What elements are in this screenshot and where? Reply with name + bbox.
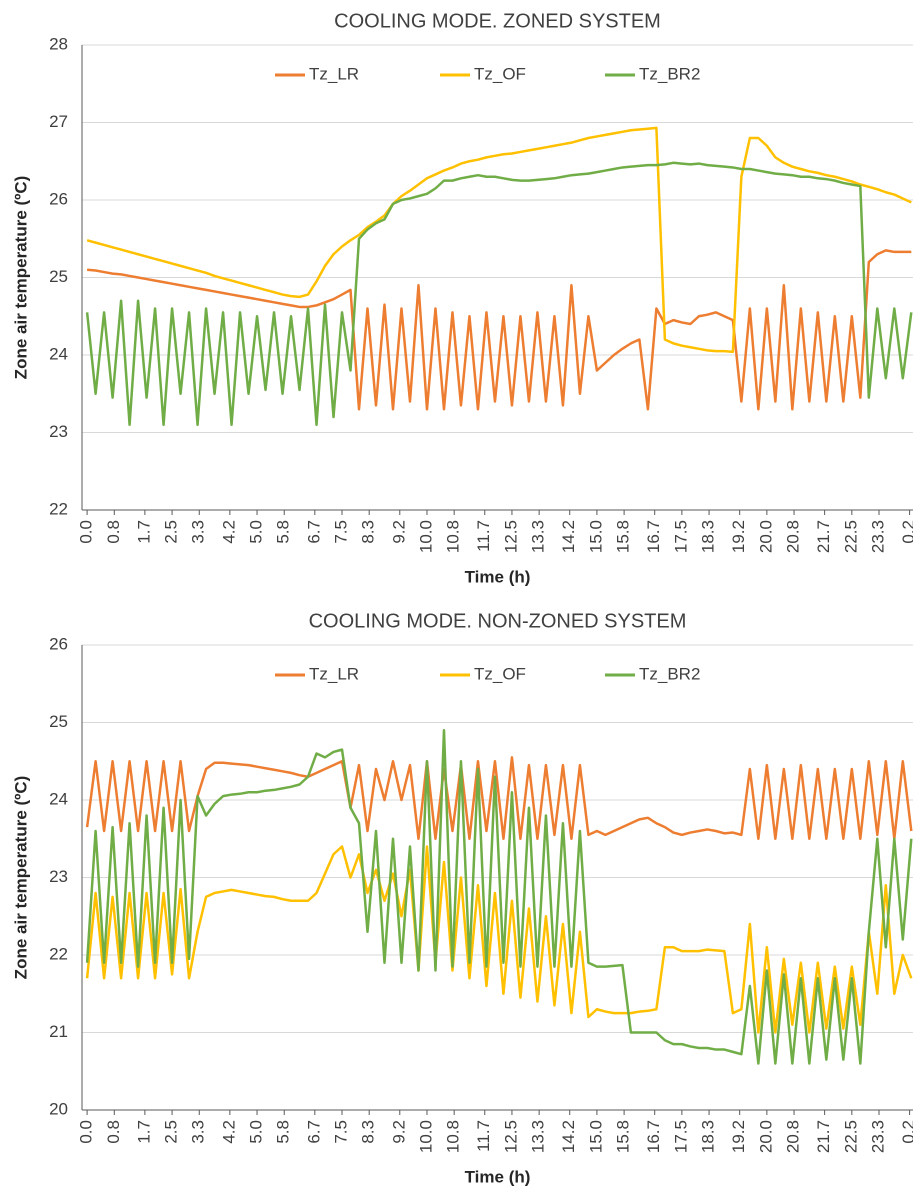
x-tick-label: 2.5: [162, 520, 181, 544]
x-tick-label: 19.2: [729, 1120, 748, 1153]
x-axis-title: Time (h): [465, 567, 531, 586]
x-tick-label: 15.0: [586, 520, 605, 553]
x-tick-label: 23.3: [868, 520, 887, 553]
y-tick-label: 23: [49, 867, 68, 886]
y-axis-title: Zone air temperature (ºC): [11, 776, 30, 980]
y-tick-label: 22: [49, 499, 68, 518]
x-tick-label: 16.7: [644, 1120, 663, 1153]
x-tick-label: 10.8: [444, 520, 463, 553]
legend-label: Tz_BR2: [639, 64, 700, 83]
x-tick-label: 12.5: [501, 520, 520, 553]
x-tick-label: 20.8: [784, 520, 803, 553]
y-tick-label: 23: [49, 422, 68, 441]
x-tick-label: 5.8: [274, 520, 293, 544]
y-tick-label: 20: [49, 1099, 68, 1118]
y-tick-label: 25: [49, 712, 68, 731]
x-tick-label: 18.3: [699, 520, 718, 553]
x-tick-label: 3.3: [189, 520, 208, 544]
x-tick-label: 0.8: [104, 520, 123, 544]
x-tick-label: 10.8: [444, 1120, 463, 1153]
y-tick-label: 27: [49, 112, 68, 131]
x-tick-label: 5.0: [247, 520, 266, 544]
x-tick-label: 13.3: [529, 520, 548, 553]
x-tick-label: 0.2: [899, 1120, 913, 1144]
x-tick-label: 13.3: [529, 1120, 548, 1153]
y-tick-label: 25: [49, 267, 68, 286]
legend-label: Tz_BR2: [639, 664, 700, 683]
x-tick-label: 4.2: [219, 520, 238, 544]
x-tick-label: 2.5: [162, 1120, 181, 1144]
x-tick-label: 14.2: [559, 1120, 578, 1153]
x-tick-label: 0.0: [77, 520, 96, 544]
series-line: [85, 161, 913, 426]
chart-title: COOLING MODE. ZONED SYSTEM: [334, 10, 661, 32]
series-line: [85, 756, 913, 840]
x-tick-label: 0.0: [77, 1120, 96, 1144]
x-tick-label: 22.5: [841, 1120, 860, 1153]
y-tick-label: 26: [49, 634, 68, 653]
x-tick-label: 7.5: [331, 1120, 350, 1144]
y-tick-label: 28: [49, 34, 68, 53]
x-tick-label: 22.5: [841, 520, 860, 553]
x-tick-label: 12.5: [501, 1120, 520, 1153]
x-tick-label: 7.5: [331, 520, 350, 544]
x-tick-label: 0.2: [899, 520, 913, 544]
x-tick-label: 23.3: [868, 1120, 887, 1153]
x-tick-label: 8.3: [359, 1120, 378, 1144]
x-tick-label: 19.2: [729, 520, 748, 553]
x-tick-label: 11.7: [474, 1120, 493, 1152]
y-tick-label: 21: [49, 1022, 68, 1041]
x-tick-label: 21.7: [814, 1120, 833, 1153]
x-tick-label: 5.0: [247, 1120, 266, 1144]
x-tick-label: 20.0: [756, 1120, 775, 1153]
x-tick-label: 10.0: [416, 520, 435, 553]
chart: COOLING MODE. NON-ZONED SYSTEM 20 21 22 23 24…: [11, 610, 913, 1186]
chart: COOLING MODE. ZONED SYSTEM 22 23 24 25 26 27 28…: [11, 10, 913, 586]
x-tick-label: 16.7: [644, 520, 663, 553]
y-tick-label: 24: [49, 344, 68, 363]
x-tick-label: 3.3: [189, 1120, 208, 1144]
legend-label: Tz_OF: [474, 664, 526, 683]
series-line: [85, 729, 913, 1065]
x-tick-label: 9.2: [389, 520, 408, 544]
x-axis-title: Time (h): [465, 1167, 531, 1186]
x-tick-label: 1.7: [134, 520, 153, 544]
x-tick-label: 21.7: [814, 520, 833, 553]
x-tick-label: 11.7: [474, 520, 493, 552]
y-tick-label: 26: [49, 189, 68, 208]
x-tick-label: 17.5: [671, 1120, 690, 1153]
x-tick-label: 6.7: [304, 520, 323, 544]
x-tick-label: 14.2: [559, 520, 578, 553]
series-line: [86, 126, 912, 354]
series-line: [86, 249, 912, 411]
x-tick-label: 6.7: [304, 1120, 323, 1144]
x-tick-label: 8.3: [359, 520, 378, 544]
legend-label: Tz_LR: [309, 664, 359, 683]
legend-label: Tz_LR: [309, 64, 359, 83]
x-tick-label: 5.8: [274, 1120, 293, 1144]
x-tick-label: 20.8: [784, 1120, 803, 1153]
x-tick-label: 20.0: [756, 520, 775, 553]
x-tick-label: 4.2: [219, 1120, 238, 1144]
y-axis-title: Zone air temperature (ºC): [11, 176, 30, 380]
x-tick-label: 17.5: [671, 520, 690, 553]
x-tick-label: 15.0: [586, 1120, 605, 1153]
x-tick-label: 15.8: [614, 520, 633, 553]
x-tick-label: 0.8: [104, 1120, 123, 1144]
x-tick-label: 10.0: [416, 1120, 435, 1153]
x-tick-label: 15.8: [614, 1120, 633, 1153]
chart-title: COOLING MODE. NON-ZONED SYSTEM: [309, 610, 687, 632]
x-tick-label: 1.7: [134, 1120, 153, 1144]
x-tick-label: 9.2: [389, 1120, 408, 1144]
y-tick-label: 22: [49, 944, 68, 963]
x-tick-label: 18.3: [699, 1120, 718, 1153]
y-tick-label: 24: [49, 789, 68, 808]
legend-label: Tz_OF: [474, 64, 526, 83]
series-line: [85, 845, 913, 1034]
